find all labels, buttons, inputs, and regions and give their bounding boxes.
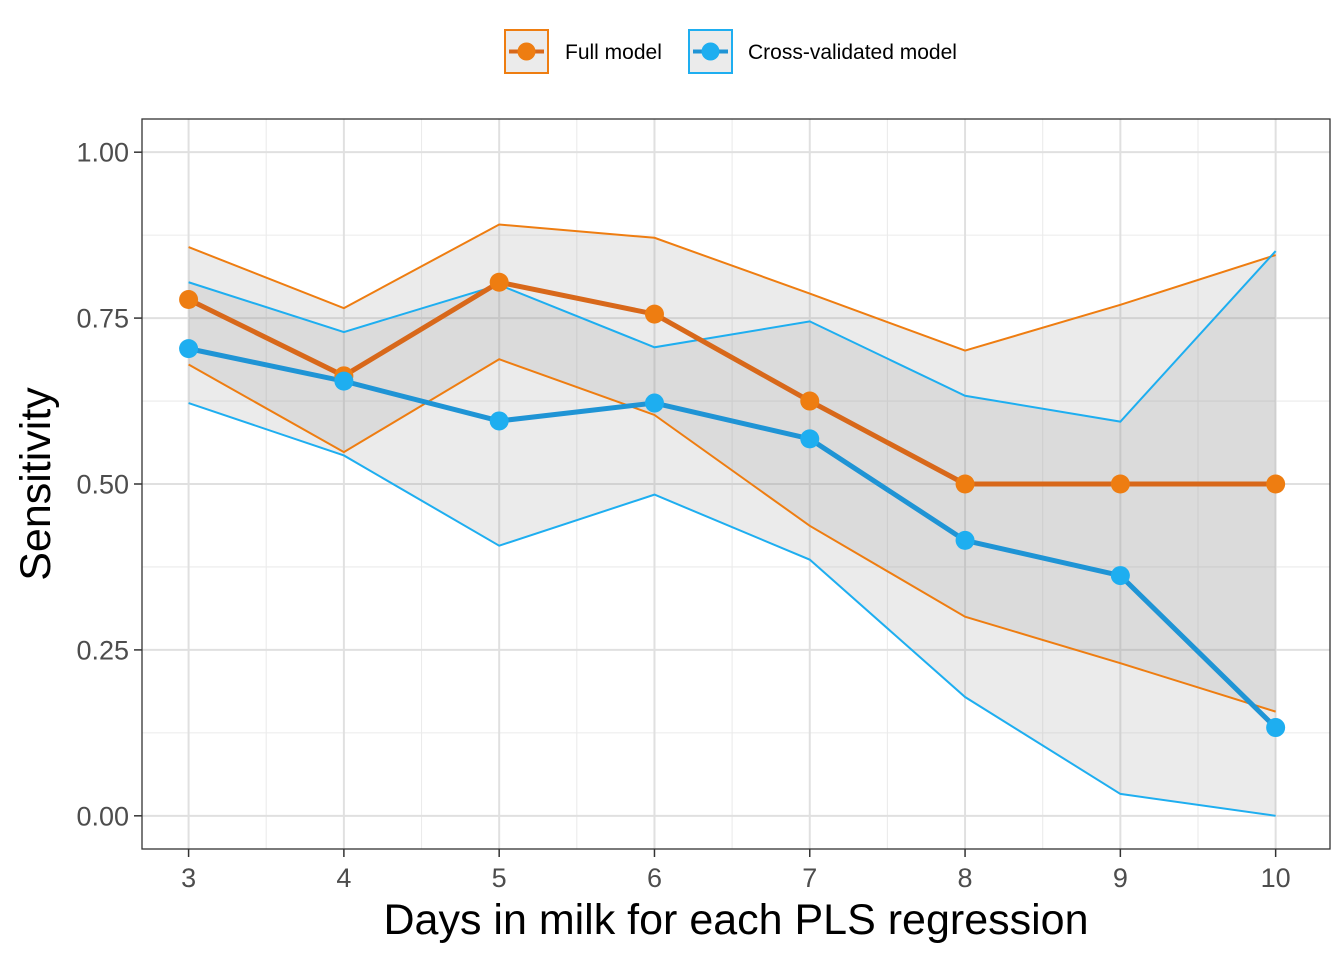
data-point-series-1 bbox=[334, 371, 354, 391]
data-point-series-0 bbox=[800, 391, 820, 411]
y-tick-label: 0.25 bbox=[76, 635, 129, 665]
legend-label-full-model: Full model bbox=[565, 41, 662, 64]
y-axis-title: Sensitivity bbox=[12, 387, 60, 581]
x-tick-label: 8 bbox=[958, 863, 973, 893]
legend: Full model Cross-validated model bbox=[504, 29, 957, 74]
data-point-series-1 bbox=[489, 411, 509, 431]
y-tick-label: 0.75 bbox=[76, 304, 129, 334]
data-point-series-0 bbox=[1110, 474, 1130, 494]
data-point-series-1 bbox=[1266, 718, 1286, 738]
upper-bound-line-series-1 bbox=[188, 250, 1277, 423]
data-point-series-1 bbox=[955, 530, 975, 550]
data-point-series-0 bbox=[179, 290, 199, 310]
x-tick-label: 5 bbox=[492, 863, 507, 893]
data-point-series-1 bbox=[800, 429, 820, 449]
y-tick-label: 1.00 bbox=[76, 138, 129, 168]
x-tick-label: 3 bbox=[181, 863, 196, 893]
y-tick-label: 0.00 bbox=[76, 801, 129, 831]
x-tick-label: 4 bbox=[336, 863, 351, 893]
lower-bound-line-series-0 bbox=[188, 358, 1276, 713]
x-tick-label: 9 bbox=[1113, 863, 1128, 893]
x-tick-label: 10 bbox=[1261, 863, 1291, 893]
data-point-series-0 bbox=[955, 474, 975, 494]
x-axis-title: Days in milk for each PLS regression bbox=[383, 896, 1088, 944]
lower-bound-line-series-1 bbox=[188, 402, 1276, 817]
series-lines bbox=[187, 279, 1278, 730]
data-point-series-1 bbox=[644, 393, 664, 413]
confidence-ribbons bbox=[188, 224, 1276, 816]
data-point-series-1 bbox=[179, 339, 199, 359]
legend-point-full-model bbox=[517, 42, 536, 61]
legend-item-full-model: Full model bbox=[504, 29, 662, 74]
data-point-series-1 bbox=[1110, 566, 1130, 586]
series-line-0 bbox=[187, 279, 1276, 487]
y-tick-label: 0.50 bbox=[76, 470, 129, 500]
data-point-series-0 bbox=[1266, 474, 1286, 494]
x-axis: 3 4 5 6 7 8 9 10 bbox=[181, 849, 1291, 893]
x-tick-label: 6 bbox=[647, 863, 662, 893]
confidence-ribbon-series-1 bbox=[188, 251, 1276, 816]
legend-point-cross-validated-model bbox=[701, 42, 720, 61]
confidence-ribbon-series-0 bbox=[188, 224, 1276, 712]
data-point-series-0 bbox=[489, 272, 509, 292]
legend-label-cross-validated-model: Cross-validated model bbox=[748, 41, 957, 64]
series-points bbox=[179, 272, 1286, 738]
y-axis: 0.00 0.25 0.50 0.75 1.00 bbox=[76, 138, 142, 831]
legend-item-cross-validated-model: Cross-validated model bbox=[688, 29, 957, 74]
data-point-series-0 bbox=[644, 304, 664, 324]
x-tick-label: 7 bbox=[802, 863, 817, 893]
series-line-1 bbox=[188, 346, 1278, 730]
confidence-bound-lines bbox=[188, 223, 1277, 817]
upper-bound-line-series-0 bbox=[188, 223, 1276, 352]
